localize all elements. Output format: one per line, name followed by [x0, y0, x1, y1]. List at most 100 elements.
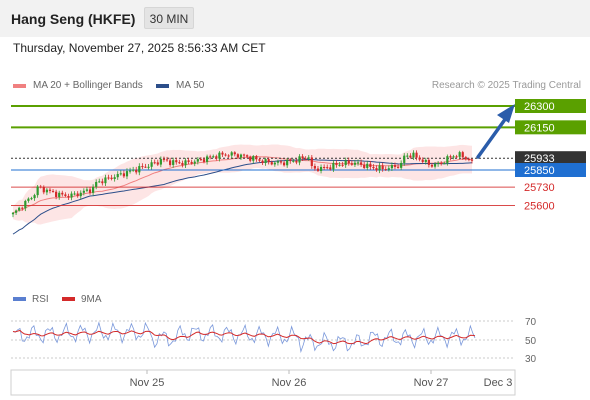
time-axis: Nov 25 Nov 26 Nov 27 Dec 3	[10, 369, 516, 396]
candle-body	[279, 161, 283, 163]
candle-body	[242, 154, 246, 156]
candle-body	[51, 190, 55, 192]
candle-body	[199, 159, 203, 161]
candle-body	[61, 192, 64, 195]
candle-body	[409, 155, 412, 158]
candle-body	[393, 165, 397, 167]
candle-body	[159, 159, 162, 165]
candle-body	[67, 195, 70, 198]
candle-body	[178, 162, 181, 164]
candle-body	[58, 192, 61, 197]
candle-body	[18, 207, 21, 211]
candle-body	[295, 160, 298, 163]
level-label-26300: 26300	[524, 101, 555, 113]
candle-body	[467, 158, 471, 160]
candle-body	[307, 157, 310, 159]
candle-body	[138, 166, 141, 173]
candle-body	[91, 186, 95, 193]
research-credit: Research © 2025 Trading Central	[431, 80, 581, 91]
candle-body	[270, 162, 273, 165]
candle-body	[64, 194, 67, 196]
interval-button[interactable]: 30 MIN	[144, 7, 194, 29]
candle-body	[360, 162, 363, 165]
rsi-ma-line	[12, 329, 476, 345]
candle-body	[356, 162, 360, 164]
forecast-arrow-head	[497, 104, 515, 123]
candle-body	[326, 167, 329, 169]
candle-body	[267, 159, 270, 163]
candle-body	[372, 166, 375, 169]
candle-body	[366, 163, 369, 168]
candle-body	[30, 198, 33, 200]
candle-body	[316, 168, 320, 171]
candle-body	[344, 160, 347, 166]
candle-body	[190, 161, 193, 164]
rsi-tick-50: 50	[525, 336, 537, 347]
candle-body	[82, 190, 85, 193]
candle-body	[42, 186, 45, 193]
rsi-tick-70: 70	[525, 317, 537, 328]
candle-body	[415, 152, 418, 158]
candle-body	[446, 156, 449, 164]
xlabel-nov27: Nov 27	[414, 377, 449, 389]
level-tag-26150	[515, 120, 586, 135]
candle-body	[187, 160, 190, 162]
candle-body	[101, 181, 104, 184]
candle-body	[437, 162, 440, 164]
candle-body	[184, 160, 187, 166]
legend-ma20-label: MA 20 + Bollinger Bands	[33, 80, 143, 91]
legend-ma20: MA 20 + Bollinger Bands	[13, 80, 143, 91]
candle-body	[95, 181, 98, 187]
rsi-panel: 70 50 30	[11, 317, 537, 365]
candle-body	[135, 169, 138, 173]
legend-ma50: MA 50	[156, 80, 204, 91]
candle-body	[403, 155, 406, 163]
candle-body	[458, 152, 461, 157]
candle-body	[433, 163, 437, 167]
candle-body	[70, 193, 73, 198]
candle-body	[196, 159, 199, 162]
candle-body	[104, 177, 107, 184]
ma50-swatch	[156, 83, 169, 88]
candle-body	[384, 169, 387, 171]
candle-body	[14, 210, 18, 213]
candle-body	[11, 212, 15, 215]
candle-body	[304, 158, 307, 160]
level-tag-26300	[515, 99, 586, 113]
candle-body	[230, 152, 233, 156]
candle-body	[338, 164, 341, 166]
candle-body	[412, 152, 415, 158]
candle-body	[218, 152, 221, 159]
level-label-25600: 25600	[524, 201, 555, 213]
level-label-25850: 25850	[524, 165, 555, 177]
candle-body	[128, 170, 132, 172]
candle-body	[335, 162, 338, 166]
rsi-swatch	[13, 297, 26, 301]
candle-body	[246, 155, 249, 157]
candle-body	[144, 166, 147, 168]
level-label-26150: 26150	[524, 122, 555, 134]
candle-body	[449, 156, 452, 158]
forecast-arrow-shaft	[476, 116, 508, 159]
candle-body	[350, 163, 353, 165]
candle-body	[98, 181, 101, 183]
candle-body	[292, 160, 295, 162]
candle-body	[301, 156, 304, 159]
candle-body	[119, 173, 122, 175]
candle-body	[276, 161, 280, 163]
candle-body	[390, 165, 394, 169]
candle-body	[181, 162, 184, 166]
candle-body	[85, 189, 89, 191]
candle-body	[36, 186, 39, 196]
candle-body	[249, 156, 252, 161]
candle-body	[236, 154, 239, 158]
candle-body	[113, 177, 116, 180]
candle-body	[24, 200, 27, 209]
timestamp: Thursday, November 27, 2025 8:56:33 AM C…	[13, 41, 266, 55]
candle-body	[150, 162, 153, 167]
ma50-line	[12, 159, 473, 235]
candle-body	[156, 162, 159, 165]
candle-body	[39, 186, 42, 188]
level-tag-25933	[515, 151, 586, 166]
